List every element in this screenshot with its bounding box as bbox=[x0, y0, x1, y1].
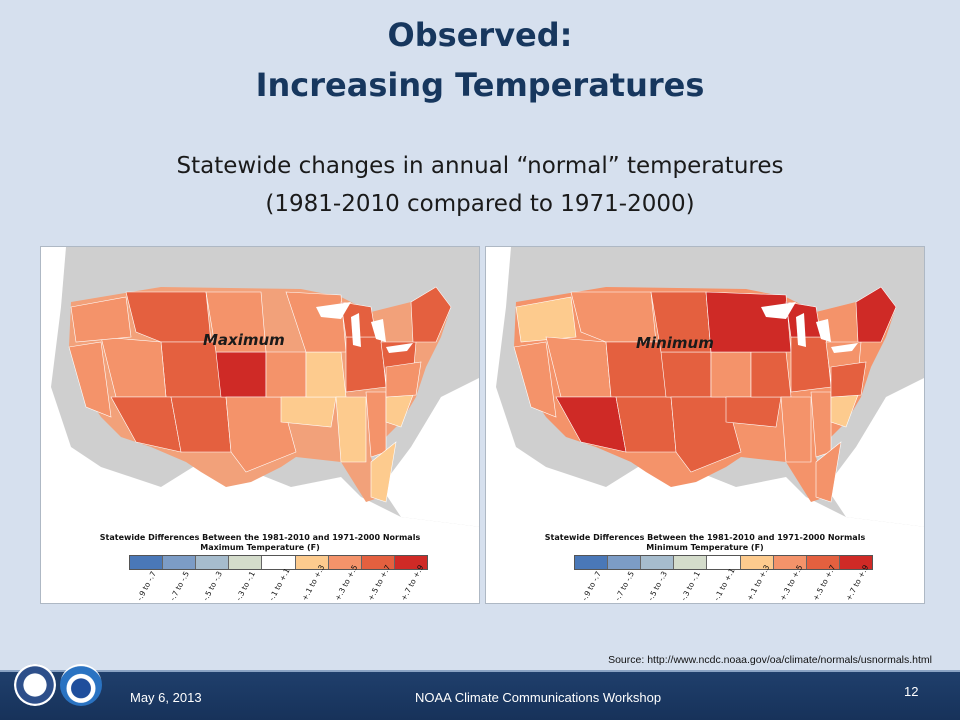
legend-tick-text: -.5 to -.3 bbox=[646, 569, 669, 603]
legend-tick-text: +.3 to +.5 bbox=[778, 563, 805, 603]
legend-swatch bbox=[575, 556, 609, 569]
legend-tick-label: -.7 to -.5 bbox=[607, 569, 640, 603]
legend-tick-text: +.7 to +.9 bbox=[399, 563, 426, 603]
legend-swatch bbox=[196, 556, 230, 569]
legend-tick-label: +.3 to +.5 bbox=[772, 563, 805, 603]
legend-tick-label: -.9 to -.7 bbox=[574, 569, 607, 603]
footer-divider bbox=[0, 670, 960, 672]
legend-swatch bbox=[328, 556, 362, 569]
max-legend-ticks: -.9 to -.7 -.7 to -.5 -.5 to -.3 -.3 to -.1… bbox=[129, 563, 426, 603]
legend-swatch bbox=[295, 556, 329, 569]
legend-tick-text: +.5 to +.7 bbox=[811, 563, 838, 603]
maximum-map-label: Maximum bbox=[203, 331, 285, 349]
slide-footer bbox=[0, 672, 960, 720]
legend-tick-label: +.7 to +.9 bbox=[838, 563, 871, 603]
min-legend-subtitle: Minimum Temperature (F) bbox=[646, 543, 764, 552]
legend-swatch bbox=[361, 556, 395, 569]
legend-swatch bbox=[773, 556, 807, 569]
min-temp-map-panel: Minimum Statewide Differences Between th… bbox=[485, 246, 925, 604]
legend-tick-text: +.3 to +.5 bbox=[333, 563, 360, 603]
legend-tick-text: -.7 to -.5 bbox=[613, 569, 636, 603]
legend-tick-text: +.1 to +.3 bbox=[745, 563, 772, 603]
slide-subtitle-line2: (1981-2010 compared to 1971-2000) bbox=[265, 191, 695, 217]
legend-tick-text: +.5 to +.7 bbox=[366, 563, 393, 603]
legend-tick-label: -.3 to -.1 bbox=[673, 569, 706, 603]
min-legend-colorbar bbox=[574, 555, 873, 570]
min-temp-map bbox=[486, 247, 924, 527]
legend-swatch bbox=[229, 556, 263, 569]
slide-title-line2: Increasing Temperatures bbox=[255, 66, 705, 104]
legend-tick-text: +.7 to +.9 bbox=[844, 563, 871, 603]
legend-tick-text: -.3 to -.1 bbox=[679, 569, 702, 603]
legend-swatch bbox=[163, 556, 197, 569]
legend-tick-text: -.1 to +.1 bbox=[712, 566, 737, 603]
footer-event: NOAA Climate Communications Workshop bbox=[415, 690, 662, 705]
min-legend-title: Statewide Differences Between the 1981-2… bbox=[544, 533, 866, 542]
minimum-map-label: Minimum bbox=[636, 334, 714, 352]
legend-tick-label: +.5 to +.7 bbox=[805, 563, 838, 603]
legend-tick-label: -.3 to -.1 bbox=[228, 569, 261, 603]
slide-title-line1: Observed: bbox=[387, 16, 573, 54]
legend-swatch bbox=[130, 556, 164, 569]
page-number: 12 bbox=[904, 684, 919, 699]
legend-tick-text: -.9 to -.7 bbox=[135, 569, 158, 603]
legend-tick-label: +.7 to +.9 bbox=[393, 563, 426, 603]
legend-tick-label: -.1 to +.1 bbox=[706, 566, 739, 603]
legend-swatch bbox=[740, 556, 774, 569]
legend-swatch bbox=[262, 556, 296, 569]
legend-tick-text: -.5 to -.3 bbox=[201, 569, 224, 603]
legend-tick-text: -.3 to -.1 bbox=[234, 569, 257, 603]
legend-tick-label: +.1 to +.3 bbox=[294, 563, 327, 603]
legend-tick-label: -.9 to -.7 bbox=[129, 569, 162, 603]
max-temp-map bbox=[41, 247, 479, 527]
legend-tick-text: -.9 to -.7 bbox=[580, 569, 603, 603]
legend-tick-label: +.5 to +.7 bbox=[360, 563, 393, 603]
source-citation: Source: http://www.ncdc.noaa.gov/oa/clim… bbox=[608, 654, 932, 666]
max-temp-map-panel: Maximum Statewide Differences Between th… bbox=[40, 246, 480, 604]
max-legend-subtitle: Maximum Temperature (F) bbox=[200, 543, 320, 552]
legend-tick-label: -.5 to -.3 bbox=[640, 569, 673, 603]
legend-tick-text: -.7 to -.5 bbox=[168, 569, 191, 603]
legend-tick-label: -.5 to -.3 bbox=[195, 569, 228, 603]
min-legend-ticks: -.9 to -.7 -.7 to -.5 -.5 to -.3 -.3 to -.1… bbox=[574, 563, 871, 603]
legend-tick-label: -.7 to -.5 bbox=[162, 569, 195, 603]
legend-tick-text: +.1 to +.3 bbox=[300, 563, 327, 603]
legend-tick-label: +.3 to +.5 bbox=[327, 563, 360, 603]
legend-swatch bbox=[707, 556, 741, 569]
legend-swatch bbox=[608, 556, 642, 569]
legend-tick-text: -.1 to +.1 bbox=[267, 566, 292, 603]
legend-swatch bbox=[806, 556, 840, 569]
max-legend-title: Statewide Differences Between the 1981-2… bbox=[99, 533, 421, 542]
legend-swatch bbox=[674, 556, 708, 569]
legend-tick-label: +.1 to +.3 bbox=[739, 563, 772, 603]
commerce-seal-icon bbox=[14, 664, 56, 706]
slide-subtitle-line1: Statewide changes in annual “normal” tem… bbox=[176, 153, 784, 179]
noaa-logo-icon bbox=[60, 664, 102, 706]
max-legend-colorbar bbox=[129, 555, 428, 570]
legend-swatch bbox=[839, 556, 872, 569]
footer-date: May 6, 2013 bbox=[130, 690, 202, 705]
legend-swatch bbox=[641, 556, 675, 569]
legend-swatch bbox=[394, 556, 427, 569]
legend-tick-label: -.1 to +.1 bbox=[261, 566, 294, 603]
